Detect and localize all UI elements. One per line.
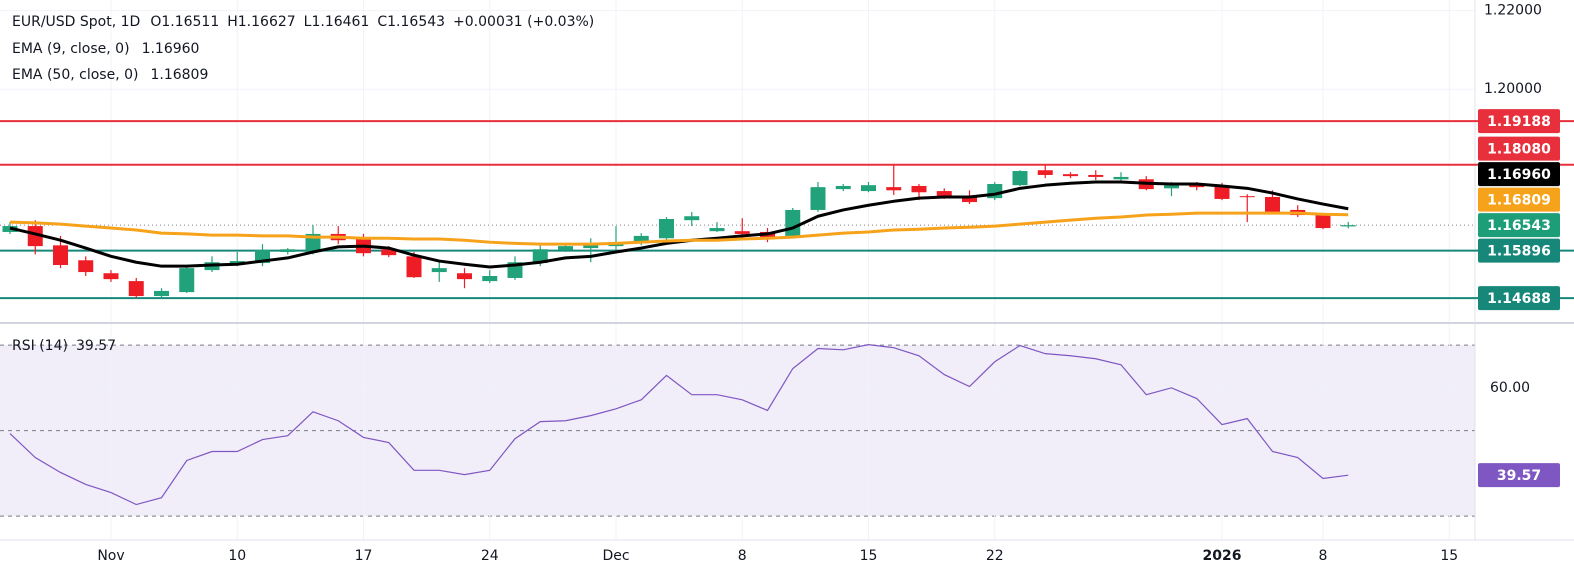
- candle-body: [103, 273, 119, 280]
- candle-body: [835, 185, 851, 190]
- candle-body: [457, 273, 472, 280]
- candle-body: [785, 209, 801, 236]
- x-tick-label: 24: [481, 548, 499, 564]
- candle-body: [709, 228, 725, 232]
- rsi-line: [9, 344, 1349, 506]
- candle-body: [406, 256, 422, 278]
- candle-body: [936, 191, 952, 199]
- price-badge-label: 1.15896: [1487, 244, 1551, 260]
- legend-ohlc: O1.16511: [150, 14, 219, 30]
- candle-body: [1189, 184, 1205, 188]
- candle-body: [154, 290, 169, 297]
- legend-change: +0.00031 (+0.03%): [453, 14, 594, 30]
- legend-ema-value: 1.16960: [142, 41, 200, 57]
- candle-body: [886, 187, 902, 191]
- rsi-badge: [1478, 463, 1560, 488]
- candle-body: [78, 260, 94, 273]
- candle-body: [128, 281, 144, 297]
- legend-ohlc: H1.16627: [227, 14, 295, 30]
- price-badge-label: 1.16960: [1487, 167, 1551, 183]
- candle-body: [1012, 171, 1028, 186]
- candle-body: [558, 246, 573, 251]
- y-tick-label: 1.22000: [1484, 3, 1542, 19]
- price-badge-label: 1.19188: [1487, 114, 1551, 130]
- legend-ema-name: EMA (9, close, 0): [12, 41, 130, 57]
- legend-ohlc: C1.16543: [377, 14, 445, 30]
- x-tick-label: 22: [986, 548, 1004, 564]
- price-badge-label: 1.18080: [1487, 142, 1551, 158]
- legend-ema-value: 1.16809: [150, 67, 208, 83]
- price-badge: [1478, 187, 1560, 212]
- candle-body: [734, 231, 750, 234]
- x-tick-label: 17: [355, 548, 373, 564]
- candle-body: [1239, 196, 1255, 198]
- candle-body: [1037, 170, 1053, 175]
- candle-body: [684, 216, 700, 221]
- price-badge: [1478, 286, 1560, 311]
- candle-body: [583, 243, 599, 249]
- price-badge: [1478, 213, 1560, 238]
- candle-body: [962, 196, 977, 203]
- candle-body: [861, 185, 876, 192]
- plot-layer: [0, 120, 1574, 506]
- candle-body: [482, 276, 498, 282]
- legend-ema-name: EMA (50, close, 0): [12, 67, 138, 83]
- candle-body: [1265, 196, 1280, 212]
- rsi-badge-label: 39.57: [1497, 468, 1541, 484]
- x-tick-label: Nov: [97, 548, 124, 564]
- price-badge-label: 1.16809: [1487, 193, 1551, 209]
- candle-body: [532, 249, 548, 264]
- legend-rsi-value: 39.57: [76, 338, 116, 354]
- price-badge-label: 1.16543: [1487, 218, 1551, 234]
- price-badge: [1478, 162, 1560, 187]
- candle-body: [381, 249, 397, 256]
- legend-title: EUR/USD Spot, 1D: [12, 14, 140, 30]
- price-badge-label: 1.14688: [1487, 291, 1551, 307]
- axis-layer: Nov 10 17 24 Dec 8 15 22 2026 8 15 1.22000 1.20000 60…: [97, 3, 1560, 564]
- legend-rsi-name: RSI (14): [12, 338, 68, 354]
- x-tick-label: 8: [1319, 548, 1328, 564]
- x-tick-label: Dec: [602, 548, 629, 564]
- candle-body: [1214, 185, 1230, 199]
- ema-line: [9, 211, 1349, 246]
- x-tick-label: 8: [738, 548, 747, 564]
- candle-body: [1088, 174, 1104, 177]
- candle-body: [810, 187, 826, 210]
- candle-body: [1113, 176, 1129, 180]
- rsi-tick-label: 60.00: [1490, 380, 1530, 396]
- x-tick-label: 10: [228, 548, 246, 564]
- price-badge: [1478, 109, 1560, 134]
- candle-body: [911, 185, 927, 193]
- x-tick-label: 15: [860, 548, 878, 564]
- candle-body: [1063, 174, 1078, 177]
- candle-body: [280, 249, 296, 253]
- candle-body: [1164, 185, 1179, 189]
- price-badge: [1478, 238, 1560, 263]
- candle-body: [659, 218, 674, 239]
- candle-body: [1340, 225, 1356, 227]
- candle-body: [179, 268, 195, 293]
- candle-body: [229, 261, 245, 264]
- candle-body: [27, 226, 43, 247]
- x-tick-label: 15: [1440, 548, 1458, 564]
- candle-body: [1315, 215, 1331, 229]
- candle-body: [633, 235, 649, 244]
- y-tick-label: 1.20000: [1484, 81, 1542, 97]
- candle-body: [53, 245, 68, 265]
- legend-ohlc: L1.16461: [304, 14, 370, 30]
- grid-layer: [0, 0, 1574, 541]
- x-tick-label: 2026: [1203, 548, 1242, 564]
- price-badge: [1478, 136, 1560, 161]
- candle-body: [431, 268, 447, 273]
